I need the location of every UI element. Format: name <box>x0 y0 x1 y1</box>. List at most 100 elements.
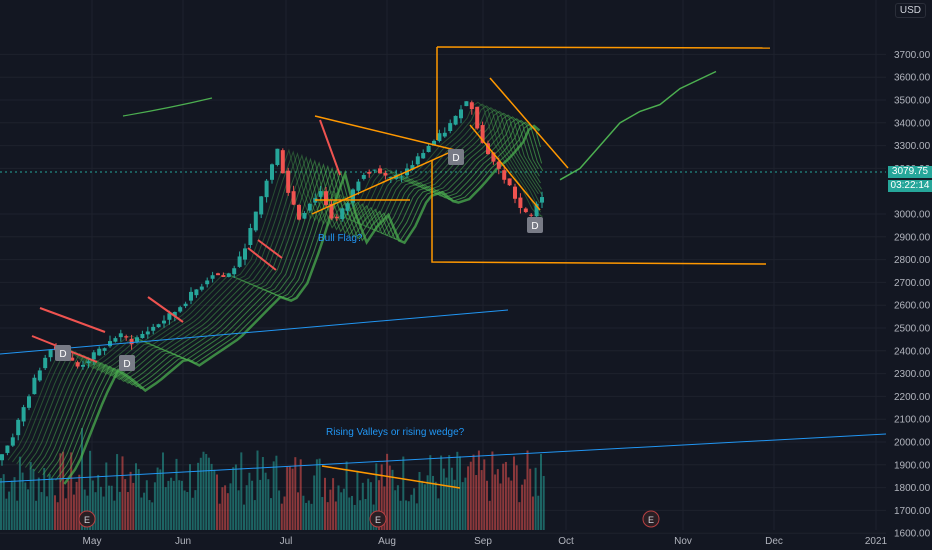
volume-bar <box>234 464 237 530</box>
volume-bar <box>99 486 102 530</box>
volume-bar <box>121 456 124 530</box>
volume-bar <box>313 475 316 530</box>
trendline <box>0 433 887 483</box>
price-tick-label: 2100.00 <box>894 415 931 426</box>
volume-bar <box>351 495 353 530</box>
candle <box>469 100 474 115</box>
volume-bar <box>288 466 291 530</box>
volume-bar <box>8 491 11 530</box>
volume-bar <box>35 500 38 530</box>
volume-bar <box>388 465 391 530</box>
currency-badge[interactable]: USD <box>894 3 926 18</box>
volume-bar <box>324 477 326 530</box>
volume-bar <box>504 461 507 530</box>
volume-bar <box>267 479 270 530</box>
volume-bar <box>353 504 356 530</box>
volume-bar <box>43 468 46 530</box>
candle <box>307 203 312 213</box>
candle-body <box>442 132 447 137</box>
volume-bar <box>16 500 19 530</box>
price-tick-label: 2700.00 <box>894 278 931 289</box>
volume-bar <box>450 467 453 530</box>
candle-body <box>340 208 345 220</box>
candle <box>318 186 323 201</box>
volume-bar <box>75 481 78 530</box>
volume-bar <box>459 456 461 530</box>
candle <box>340 207 345 222</box>
price-tick-label: 1900.00 <box>894 460 931 471</box>
volume-bar <box>205 454 208 530</box>
candle-body <box>291 191 296 205</box>
candle-body <box>334 216 339 219</box>
ema-line <box>59 123 541 483</box>
volume-bar <box>488 500 491 530</box>
time-axis[interactable]: May Jun Jul Aug Sep Oct Nov Dec 2021 <box>83 536 888 547</box>
volume-bar <box>494 474 497 530</box>
candle <box>221 272 226 278</box>
candle-body <box>491 152 496 162</box>
volume-bar <box>40 492 43 530</box>
volume-bar <box>437 498 440 530</box>
volume-bar <box>386 453 389 530</box>
candle-body <box>129 338 134 345</box>
ema-line <box>42 116 540 476</box>
dividend-badge <box>448 149 464 165</box>
candle <box>140 330 145 339</box>
volume-bar <box>299 459 302 530</box>
candle-body <box>194 289 199 296</box>
arc-drawing <box>122 97 213 117</box>
volume-bar <box>529 468 532 530</box>
volume-bar <box>534 467 537 530</box>
candle <box>237 251 242 268</box>
earnings-marker: E <box>78 510 96 528</box>
candle <box>162 315 166 328</box>
candle-body <box>108 341 112 347</box>
dividend-badge <box>527 217 543 233</box>
volume-bar <box>137 469 140 530</box>
volume-bar <box>64 498 67 530</box>
volume-bar <box>464 477 467 530</box>
volume-bar <box>224 485 227 530</box>
trendline <box>0 309 509 355</box>
candle-body <box>507 178 512 186</box>
volume-bar <box>210 463 213 530</box>
candle <box>210 271 215 283</box>
candle <box>253 211 258 233</box>
volume-bar <box>531 496 534 530</box>
volume-bar <box>178 480 181 530</box>
candle <box>124 334 129 341</box>
volume-bar <box>226 493 229 530</box>
candle <box>232 265 237 279</box>
volume-bar <box>70 452 73 530</box>
volume-bar <box>297 492 299 530</box>
earnings-badge <box>78 510 96 528</box>
volume-bar <box>126 492 129 530</box>
candle <box>442 127 447 138</box>
volume-bar <box>199 457 202 530</box>
volume-bar <box>421 480 424 530</box>
candle <box>356 179 361 196</box>
volume-bar <box>116 454 119 530</box>
dividend-label: D <box>59 349 66 360</box>
price-tick-label: 2300.00 <box>894 369 931 380</box>
volume-bar <box>375 463 378 530</box>
price-tick-label: 2400.00 <box>894 346 931 357</box>
price-tick-label: 3300.00 <box>894 141 931 152</box>
volume-bar <box>310 503 313 530</box>
volume-bar <box>448 455 451 530</box>
candle-body <box>388 177 393 179</box>
candle-body <box>32 377 37 395</box>
price-axis[interactable]: 3700.003600.003500.003400.003300.003200.… <box>894 50 931 540</box>
volume-bar <box>48 474 51 530</box>
volume-bar <box>102 496 105 530</box>
volume-bar <box>272 461 275 530</box>
volume-bar <box>321 496 324 530</box>
volume-bar <box>337 485 340 530</box>
price-tick-label: 2600.00 <box>894 301 931 312</box>
candle-body <box>361 175 366 179</box>
time-tick-label: Nov <box>674 536 692 547</box>
candle <box>275 148 280 167</box>
volume-bar <box>13 477 16 530</box>
time-tick-label: Aug <box>378 536 396 547</box>
